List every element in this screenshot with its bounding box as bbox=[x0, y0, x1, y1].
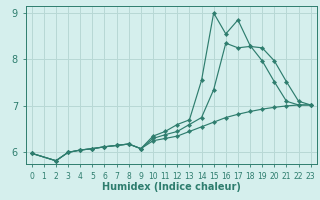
X-axis label: Humidex (Indice chaleur): Humidex (Indice chaleur) bbox=[102, 182, 241, 192]
